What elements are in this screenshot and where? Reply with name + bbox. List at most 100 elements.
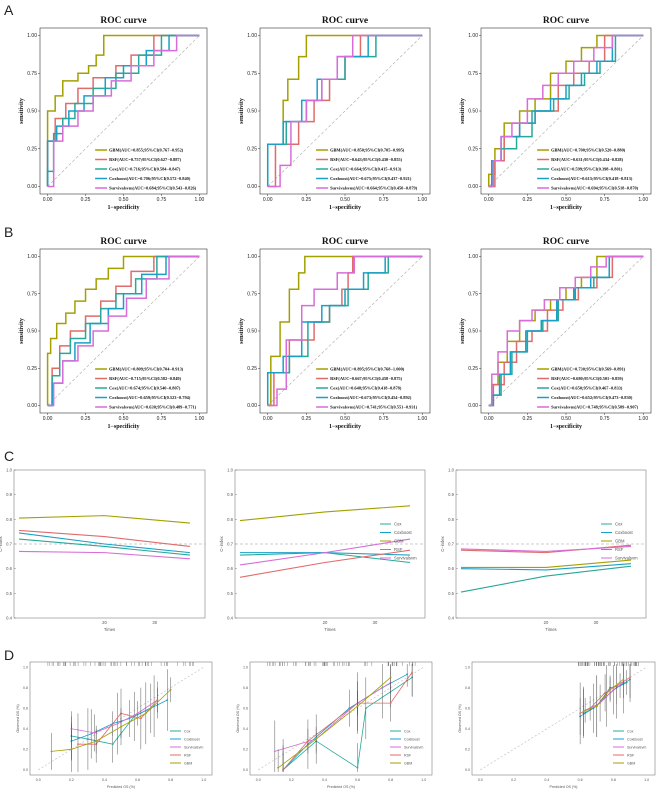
x-tick-label: 0.00: [43, 416, 53, 422]
legend-label-cox: Cox(AUC=0.648;95%CI(0.418−0.878): [330, 386, 402, 391]
x-tick-label: 0.75: [379, 197, 389, 203]
y-axis-label: sensitivity: [460, 98, 466, 124]
y-tick-label: 0.5: [6, 591, 12, 596]
roc-chart-b3: ROC curve 1−specificity sensitivity 0.00 0.2…: [460, 237, 652, 430]
legend-label-survivalsvm: Survivalsvm: [184, 745, 203, 749]
y-tick-label: 0.9: [6, 492, 12, 497]
y-tick-label: 1.0: [23, 665, 28, 669]
x-tick-label: 1.00: [195, 197, 205, 203]
legend-label-gbm: GBM: [627, 761, 635, 765]
roc-line-coxboost: [266, 255, 423, 406]
roc-chart-b1: ROC curve 1−specificity sensitivity 0.00 0.2…: [19, 237, 208, 430]
x-tick-label: 0.8: [168, 778, 173, 782]
legend-label-gbm: GBM: [615, 539, 625, 544]
y-tick-label: 0.25: [247, 366, 257, 372]
x-tick-label: 0.00: [484, 416, 494, 422]
y-tick-label: 0.25: [468, 366, 478, 372]
y-tick-label: 0.50: [468, 329, 478, 335]
legend-label-coxboost: CoxBoost: [627, 737, 643, 741]
y-tick-label: 0.4: [448, 616, 454, 621]
x-axis-label: 1−specificity: [107, 424, 139, 430]
roc-chart-a1: ROC curve 1−specificity sensitivity 0.00 0.2…: [19, 16, 208, 211]
x-tick-label: 0.6: [135, 778, 140, 782]
cindex-line-coxboost: [460, 563, 632, 571]
legend-label-rsf: RSF(AUC=0.715;95%CI(0.582−0.849): [109, 376, 181, 381]
y-tick-label: 0.9: [448, 492, 454, 497]
y-axis-label: sensitivity: [19, 98, 25, 124]
y-tick-label: 0.75: [468, 71, 478, 77]
calibration-point: [389, 702, 392, 704]
y-tick-label: 0.00: [468, 184, 478, 190]
x-tick-label: 0.75: [379, 416, 389, 422]
calibration-point: [356, 766, 359, 769]
y-tick-label: 0.4: [23, 727, 28, 731]
legend-label-survivalsvm: Survivalsvm(AUC=0.664;95%CI(0.450−0.879): [330, 186, 418, 191]
y-tick-label: 0.75: [247, 291, 257, 297]
y-tick-label: 0.50: [27, 329, 37, 335]
legend-label-gbm: GBM: [404, 761, 412, 765]
calibration-point: [90, 733, 93, 735]
calibration-point: [166, 699, 169, 701]
x-tick-label: 0.25: [301, 416, 311, 422]
calibration-point: [156, 699, 159, 701]
cindex-chart-c3: 0.4 0.5 0.6 0.7 0.8 0.9 1.0 20 30 Times C−index Cox…: [440, 468, 647, 632]
calibration-point: [277, 766, 280, 769]
y-tick-label: 0.0: [23, 768, 28, 772]
cindex-line-cox: [18, 538, 190, 556]
y-tick-label: 0.50: [468, 109, 478, 115]
legend-label-rsf: RSF(AUC=0.667;95%CI(0.458−0.875): [330, 376, 402, 381]
calibration-line-gbm: [51, 689, 171, 752]
rug-marks: [267, 662, 416, 666]
legend-label-survivalsvm: Survivalsvm(AUC=0.684;95%CI(0.543−0.826): [109, 186, 197, 191]
roc-chart-b2: ROC curve 1−specificity sensitivity 0.00 0.2…: [239, 237, 431, 430]
y-tick-label: 1.0: [227, 468, 233, 473]
legend-label-coxboost: Coxboost(AUC=0.706;95%CI(0.572−0.840): [109, 176, 191, 181]
y-tick-label: 1.0: [243, 665, 248, 669]
y-tick-label: 0.50: [247, 329, 257, 335]
calibration-point: [406, 673, 409, 676]
calibration-line-survivalsvm: [584, 682, 624, 711]
x-axis-label: Times: [324, 627, 335, 632]
cindex-line-rsf: [239, 549, 411, 578]
panel-label-a: A: [4, 2, 14, 18]
y-tick-label: 0.2: [465, 748, 470, 752]
y-axis-label: sensitivity: [239, 318, 245, 344]
calibration-line-cox: [282, 677, 413, 771]
y-tick-label: 0.6: [243, 707, 248, 711]
x-tick-label: 0.2: [289, 778, 294, 782]
y-tick-label: 0.7: [6, 542, 12, 547]
cindex-line-survivalsvm: [460, 545, 632, 552]
legend-label-gbm: GBM(AUC=0.730;95%CI(0.569−0.891): [551, 367, 626, 372]
legend-label-gbm: GBM(AUC=0.850;95%CI(0.705−0.995): [330, 148, 405, 153]
legend-label-rsf: RSF: [394, 547, 403, 552]
chart-title: ROC curve: [100, 237, 146, 247]
calibration-point: [595, 705, 598, 708]
roc-line-gbm: [488, 255, 644, 407]
ideal-line: [480, 666, 647, 771]
x-axis-label: Predicted OS (%): [327, 785, 355, 789]
y-tick-label: 0.2: [23, 748, 28, 752]
legend-label-rsf: RSF(AUC=0.631;95%CI(0.434−0.828): [551, 157, 623, 162]
y-tick-label: 0.00: [27, 184, 37, 190]
y-tick-label: 0.5: [448, 591, 454, 596]
diagonal-reference: [488, 256, 644, 406]
legend-label-cox: Cox: [184, 729, 191, 733]
y-tick-label: 0.4: [227, 616, 233, 621]
calibration-point: [307, 740, 309, 742]
calibration-point: [582, 710, 585, 713]
y-tick-label: 0.0: [465, 768, 470, 772]
chart-title: ROC curve: [322, 237, 368, 247]
y-tick-label: 0.9: [227, 492, 233, 497]
y-axis-label: sensitivity: [19, 318, 25, 344]
calibration-chart-d2: 0.0 0.2 0.4 0.6 0.8 1.0 0.0 0.2 0.4 0.6 0.8 1.0 Pred…: [236, 661, 433, 789]
calibration-point: [389, 676, 392, 679]
roc-line-rsf: [47, 255, 200, 407]
y-tick-label: 0.75: [27, 71, 37, 77]
x-tick-label: 0.75: [600, 197, 610, 203]
legend-label-coxboost: Coxboost(AUC=0.675;95%CI(0.437−0.921): [330, 176, 412, 181]
x-tick-label: 0.00: [263, 197, 273, 203]
y-tick-label: 0.50: [27, 109, 37, 115]
x-tick-label: 0.75: [157, 197, 167, 203]
y-tick-label: 1.00: [247, 33, 257, 39]
legend-label-cox: Cox(AUC=0.674;95%CI(0.540−0.807): [109, 386, 181, 391]
